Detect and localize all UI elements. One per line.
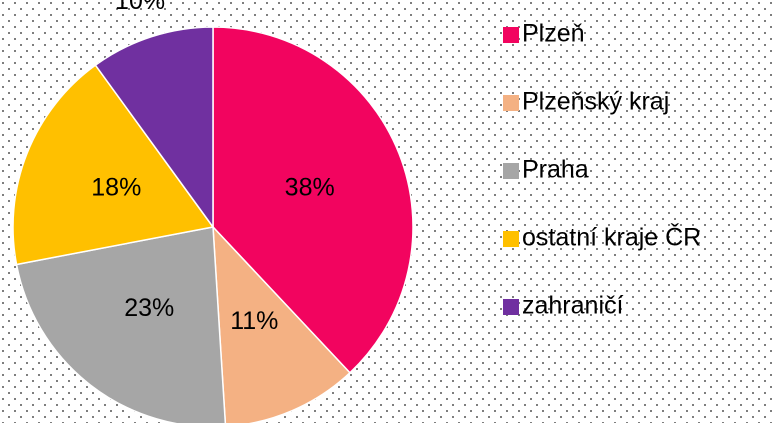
pie-slice <box>212 224 351 423</box>
legend-swatch <box>503 231 519 247</box>
pie-slice <box>15 226 227 423</box>
data-label: 23% <box>124 294 174 322</box>
data-label: 18% <box>91 173 141 201</box>
pie-slice <box>94 26 214 230</box>
legend-swatch <box>503 27 519 43</box>
legend-swatch <box>503 163 519 179</box>
data-label: 11% <box>230 307 278 335</box>
pie-slice <box>12 64 215 266</box>
legend-label: Plzeňský kraj <box>522 88 669 116</box>
legend-swatch <box>503 299 519 315</box>
legend-swatch <box>503 95 519 111</box>
data-label: 10% <box>115 0 165 15</box>
legend-label: ostatní kraje ČR <box>522 223 701 252</box>
legend-label: Praha <box>522 156 589 184</box>
pie-slice <box>212 26 414 374</box>
data-label: 38% <box>285 173 335 201</box>
legend-label: zahraničí <box>522 292 623 320</box>
legend-label: Plzeň <box>522 20 585 48</box>
